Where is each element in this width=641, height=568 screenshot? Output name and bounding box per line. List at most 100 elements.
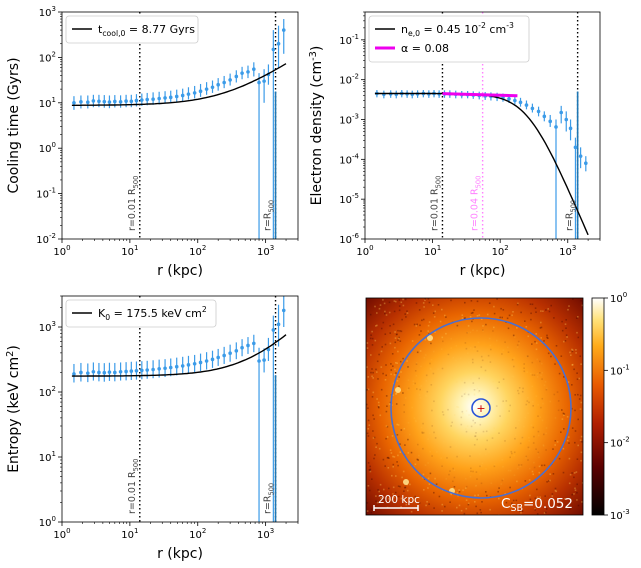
speckle bbox=[521, 436, 524, 439]
speckle bbox=[476, 438, 478, 441]
speckle bbox=[573, 476, 575, 479]
speckle bbox=[476, 300, 479, 303]
speckle bbox=[511, 502, 513, 505]
speckle bbox=[517, 302, 519, 305]
speckle bbox=[409, 433, 411, 436]
speckle bbox=[510, 414, 513, 416]
speckle bbox=[385, 437, 387, 440]
speckle bbox=[554, 363, 556, 365]
data-point bbox=[151, 97, 155, 102]
speckle bbox=[500, 483, 503, 485]
speckle bbox=[371, 344, 374, 346]
speckle bbox=[476, 439, 478, 442]
speckle bbox=[466, 352, 469, 355]
speckle bbox=[566, 416, 569, 418]
data-point bbox=[79, 370, 83, 375]
speckle bbox=[499, 415, 501, 417]
data-point bbox=[513, 98, 517, 103]
speckle bbox=[385, 364, 387, 366]
speckle bbox=[388, 301, 391, 304]
speckle bbox=[484, 369, 487, 372]
speckle bbox=[485, 468, 487, 470]
speckle bbox=[516, 344, 519, 346]
speckle bbox=[415, 363, 418, 365]
speckle bbox=[428, 483, 431, 485]
speckle bbox=[474, 494, 476, 497]
speckle bbox=[370, 371, 372, 374]
speckle bbox=[478, 390, 481, 392]
speckle bbox=[533, 461, 535, 464]
speckle bbox=[554, 489, 557, 492]
speckle bbox=[491, 437, 494, 439]
speckle bbox=[417, 443, 419, 446]
y-tick-label: 10-2​ bbox=[339, 73, 359, 87]
speckle bbox=[513, 365, 515, 368]
speckle bbox=[568, 305, 570, 307]
speckle bbox=[380, 366, 383, 368]
speckle bbox=[404, 486, 406, 489]
speckle bbox=[399, 443, 401, 445]
data-point bbox=[210, 357, 215, 362]
speckle bbox=[386, 457, 389, 459]
speckle bbox=[527, 335, 530, 338]
data-point bbox=[134, 368, 139, 373]
y-axis-label: Cooling time (Gyrs) bbox=[6, 57, 22, 193]
speckle bbox=[434, 310, 436, 313]
plot-area bbox=[71, 12, 287, 239]
speckle bbox=[527, 459, 529, 461]
speckle bbox=[519, 395, 521, 397]
speckle bbox=[525, 403, 528, 406]
speckle bbox=[576, 372, 578, 374]
speckle bbox=[404, 486, 407, 489]
legend-label: K0 = 175.5 keV cm2​ bbox=[98, 305, 207, 322]
data-point bbox=[174, 364, 179, 369]
data-point bbox=[129, 99, 134, 104]
data-point bbox=[204, 87, 209, 91]
speckle bbox=[421, 431, 423, 434]
speckle bbox=[560, 431, 562, 433]
speckle bbox=[410, 451, 413, 454]
speckle bbox=[511, 358, 514, 361]
data-point bbox=[507, 97, 511, 101]
speckle bbox=[507, 327, 510, 330]
speckle bbox=[552, 473, 555, 475]
speckle bbox=[465, 499, 468, 501]
speckle bbox=[469, 316, 472, 318]
xray-image-panel: + 200 kpc CSB=0.052 100​10-1​10-2​10-3​ bbox=[365, 291, 630, 522]
speckle bbox=[537, 415, 539, 417]
data-point bbox=[228, 351, 232, 356]
speckle bbox=[518, 419, 520, 422]
speckle bbox=[416, 323, 418, 326]
speckle bbox=[504, 341, 506, 343]
speckle bbox=[526, 371, 528, 373]
speckle bbox=[501, 458, 504, 461]
speckle bbox=[524, 320, 526, 322]
speckle bbox=[378, 353, 380, 356]
speckle bbox=[535, 348, 538, 351]
data-point bbox=[276, 322, 281, 327]
speckle bbox=[418, 454, 420, 457]
speckle bbox=[568, 442, 570, 444]
legend-label: ne,0 = 0.45 10-2 cm-3​ bbox=[401, 21, 514, 38]
speckle bbox=[436, 451, 438, 453]
data-point bbox=[524, 103, 529, 107]
speckle bbox=[578, 398, 581, 400]
speckle bbox=[447, 408, 449, 411]
speckle bbox=[561, 418, 564, 420]
speckle bbox=[575, 352, 577, 354]
speckle bbox=[567, 308, 569, 311]
speckle bbox=[506, 317, 509, 320]
speckle bbox=[373, 418, 375, 420]
speckle bbox=[523, 367, 525, 369]
speckle bbox=[498, 497, 500, 500]
speckle bbox=[402, 357, 404, 360]
speckle bbox=[528, 467, 531, 470]
data-point bbox=[518, 100, 523, 105]
speckle bbox=[504, 440, 506, 442]
speckle bbox=[465, 487, 467, 489]
data-point bbox=[124, 369, 128, 374]
speckle bbox=[530, 424, 533, 427]
speckle bbox=[472, 419, 474, 422]
speckle bbox=[395, 393, 397, 395]
speckle bbox=[488, 451, 490, 453]
